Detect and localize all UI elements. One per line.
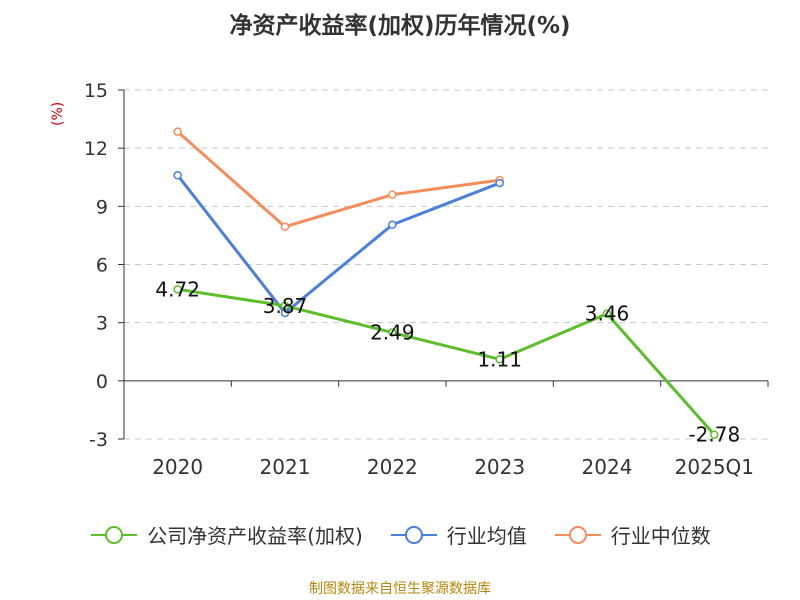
x-tick-label: 2023 <box>474 455 525 479</box>
x-tick-label: 2025Q1 <box>675 455 754 479</box>
data-point <box>280 222 290 231</box>
data-point <box>495 178 504 188</box>
legend-label: 行业均值 <box>446 524 527 548</box>
legend-swatch <box>390 525 437 544</box>
source-footer: 制图数据来自恒生聚源数据库 <box>309 581 491 597</box>
y-tick-label: 15 <box>84 80 108 102</box>
legend-label: 公司净资产收益率(加权) <box>147 524 363 548</box>
y-tick-label: 3 <box>96 313 108 335</box>
data-point <box>388 328 397 337</box>
y-tick-label: 12 <box>84 138 108 160</box>
data-point <box>710 430 719 439</box>
data-label: 4.72 <box>155 277 200 301</box>
y-tick-label: -3 <box>89 429 108 451</box>
y-tick-label: 0 <box>96 371 108 393</box>
chart-legend: 公司净资产收益率(加权) 行业均值 行业中位数 <box>0 520 800 549</box>
legend-swatch-marker <box>568 525 587 544</box>
legend-item: 公司净资产收益率(加权) <box>89 520 363 549</box>
x-tick-label: 2024 <box>582 455 633 479</box>
chart-title: 净资产收益率(加权)历年情况(%) <box>229 13 571 39</box>
data-point <box>280 301 290 311</box>
legend-swatch-marker <box>404 525 423 544</box>
x-tick-label: 2022 <box>367 455 418 479</box>
y-tick-label: 6 <box>96 255 108 277</box>
data-point <box>495 355 504 364</box>
series-line <box>176 174 501 315</box>
data-label: 2.49 <box>370 321 415 345</box>
data-point <box>388 190 397 199</box>
data-point <box>388 220 397 230</box>
y-tick-label: 9 <box>96 196 108 218</box>
data-point <box>173 127 182 136</box>
legend-item: 行业中位数 <box>553 520 711 549</box>
data-point <box>173 285 182 294</box>
series-line <box>176 130 500 229</box>
data-label: -2.78 <box>688 423 740 447</box>
data-label: 3.46 <box>585 302 630 326</box>
data-label: 1.11 <box>477 347 522 371</box>
data-point <box>173 171 182 180</box>
x-tick-label: 2021 <box>260 455 311 479</box>
legend-item: 行业均值 <box>389 520 527 549</box>
data-label: 3.87 <box>263 294 308 318</box>
data-point <box>602 309 612 318</box>
legend-swatch <box>554 525 601 544</box>
legend-swatch <box>91 525 138 544</box>
x-tick-label: 2020 <box>152 455 203 479</box>
series-line <box>177 287 716 436</box>
legend-swatch-marker <box>105 525 124 544</box>
legend-label: 行业中位数 <box>610 524 711 548</box>
